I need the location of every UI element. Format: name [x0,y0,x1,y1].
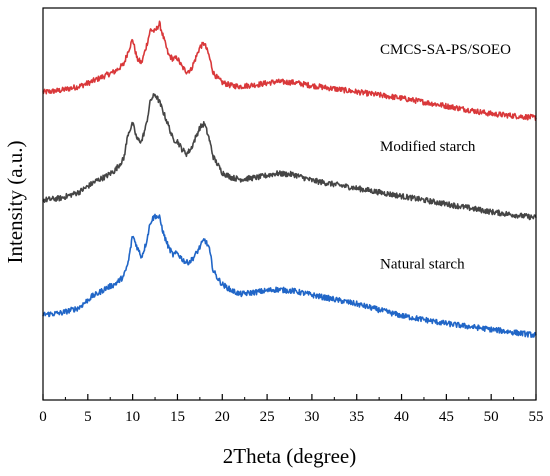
series-line-natural-starch [42,213,537,338]
x-tick-label: 0 [39,409,47,425]
x-tick-label: 35 [349,409,364,425]
series-line-cmcs-sa-ps-soeo [42,20,537,121]
x-tick-label: 55 [529,409,544,425]
x-tick-label: 10 [125,409,140,425]
series-labels: CMCS-SA-PS/SOEO Modified starch Natural st… [380,42,511,273]
x-tick-label: 45 [439,409,454,425]
x-tick-label: 15 [170,409,185,425]
x-tick-label: 5 [84,409,92,425]
x-ticks: 0 5 10 15 20 25 30 35 40 45 50 55 [39,394,544,425]
plot-frame [42,7,537,401]
series-line-modified-starch [42,93,537,221]
x-tick-label: 50 [484,409,499,425]
x-tick-label: 20 [215,409,230,425]
x-axis-title: 2Theta (degree) [223,444,357,468]
series-label: CMCS-SA-PS/SOEO [380,42,511,58]
series-label: Modified starch [380,139,476,155]
x-tick-label: 40 [394,409,409,425]
y-axis-title: Intensity (a.u.) [3,140,27,263]
series-layer [42,20,537,338]
x-tick-label: 30 [304,409,319,425]
series-label: Natural starch [380,257,465,273]
x-tick-label: 25 [260,409,275,425]
